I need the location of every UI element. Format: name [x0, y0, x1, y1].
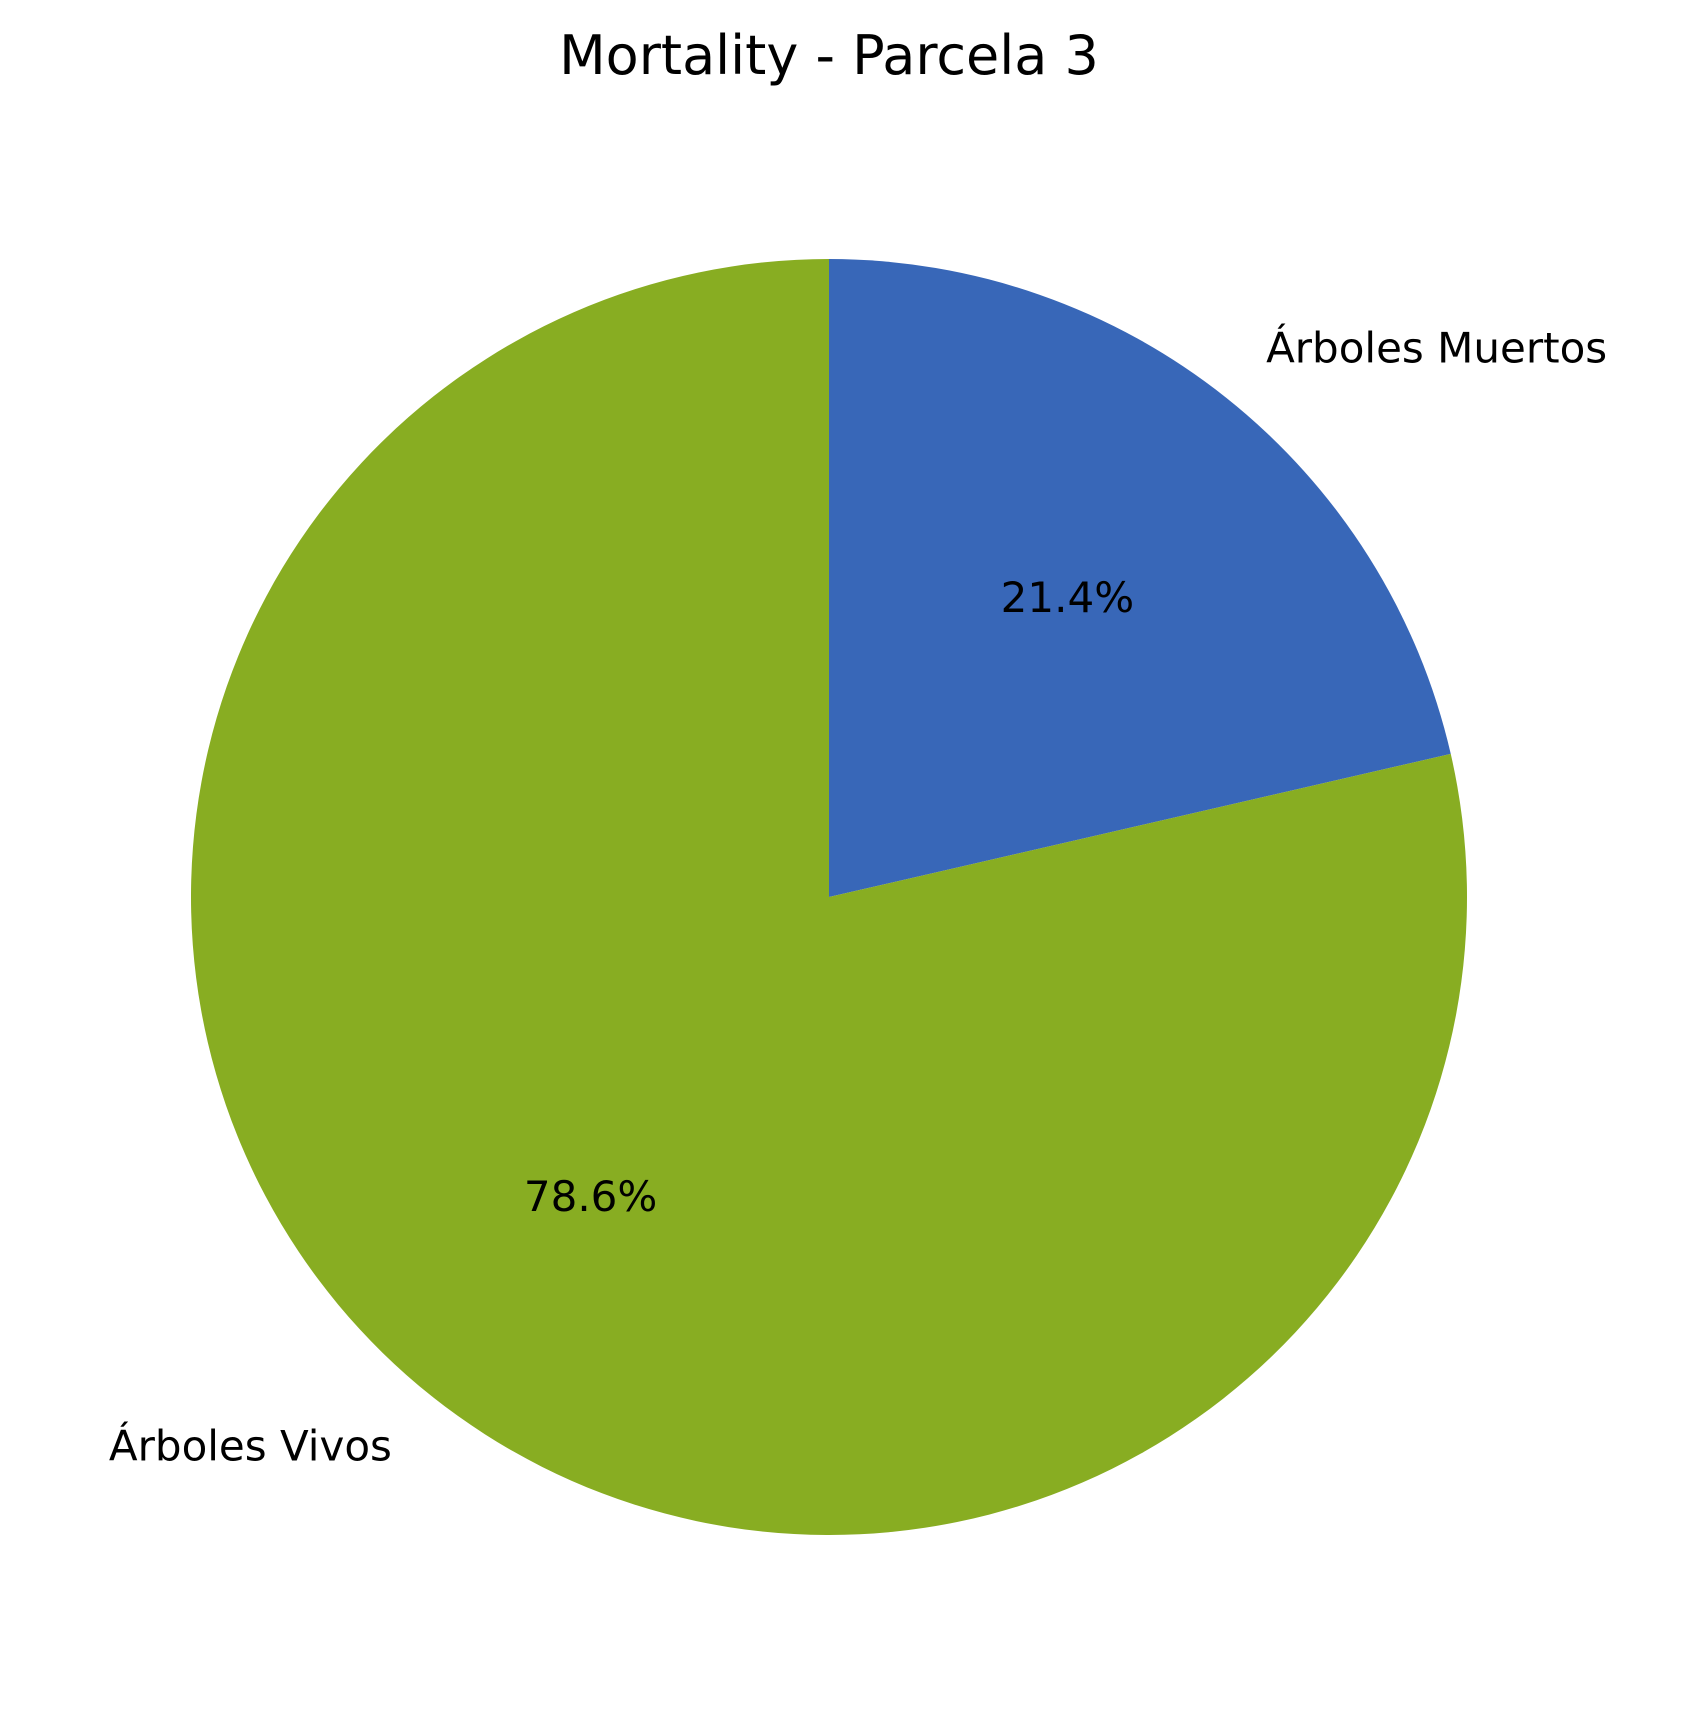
pie-slices: [190, 259, 1467, 1536]
slice-percent-arboles-vivos: 78.6%: [524, 1172, 657, 1221]
slice-percent-arboles-muertos: 21.4%: [1001, 573, 1134, 622]
pie-slice-arboles-vivos: [190, 259, 1467, 1536]
slice-label-arboles-muertos: Árboles Muertos: [1266, 322, 1607, 372]
pie-slice-arboles-muertos: [829, 259, 1451, 897]
pie-labels: Árboles Muertos 21.4% Árboles Vivos 78.6%: [109, 322, 1607, 1470]
slice-label-arboles-vivos: Árboles Vivos: [109, 1421, 392, 1471]
chart-title: Mortality - Parcela 3: [559, 24, 1099, 87]
